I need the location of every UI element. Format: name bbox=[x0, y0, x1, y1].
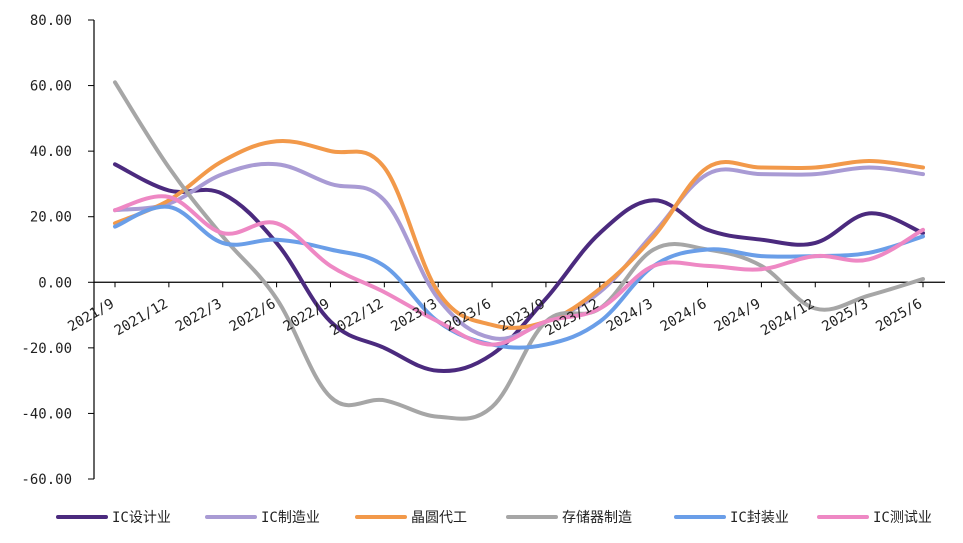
x-tick-label: 2022/6 bbox=[227, 296, 279, 335]
legend-label-2: 晶圆代工 bbox=[411, 510, 467, 526]
y-tick-label: 80.00 bbox=[30, 13, 72, 29]
legend: IC设计业 IC制造业 晶圆代工 存储器制造 IC封装业 IC测试业 bbox=[56, 510, 932, 526]
x-tick-label: 2021/9 bbox=[65, 296, 117, 335]
y-tick-label: -60.00 bbox=[21, 472, 72, 488]
series-lines bbox=[94, 80, 945, 421]
series-line-0 bbox=[113, 162, 925, 373]
y-axis: 80.00 60.00 40.00 20.00 0.00 -20.00 -40.00 -60.… bbox=[21, 13, 95, 488]
legend-label-5: IC测试业 bbox=[873, 510, 932, 526]
x-tick-label: 2025/6 bbox=[873, 296, 925, 335]
series-line-3 bbox=[113, 80, 925, 421]
legend-label-1: IC制造业 bbox=[261, 510, 320, 526]
series-line-2 bbox=[113, 139, 925, 330]
y-tick-label: 60.00 bbox=[30, 79, 72, 95]
x-tick-label: 2022/12 bbox=[327, 296, 386, 339]
legend-label-0: IC设计业 bbox=[112, 510, 171, 526]
y-tick-label: 40.00 bbox=[30, 144, 72, 160]
series-line-5 bbox=[113, 194, 925, 347]
x-tick-label: 2025/3 bbox=[819, 296, 871, 335]
x-tick-label: 2022/3 bbox=[173, 296, 225, 335]
x-tick-label: 2024/6 bbox=[658, 296, 710, 335]
x-tick-label: 2024/12 bbox=[758, 296, 817, 339]
y-tick-label: 0.00 bbox=[38, 275, 72, 291]
y-tick-label: 20.00 bbox=[30, 210, 72, 226]
y-tick-label: -20.00 bbox=[21, 341, 72, 357]
x-tick-label: 2021/12 bbox=[112, 296, 171, 339]
series-line-4 bbox=[113, 204, 925, 350]
x-tick-label: 2024/9 bbox=[712, 296, 764, 335]
legend-label-3: 存储器制造 bbox=[562, 510, 632, 526]
legend-label-4: IC封装业 bbox=[730, 510, 789, 526]
y-tick-label: -40.00 bbox=[21, 406, 72, 422]
